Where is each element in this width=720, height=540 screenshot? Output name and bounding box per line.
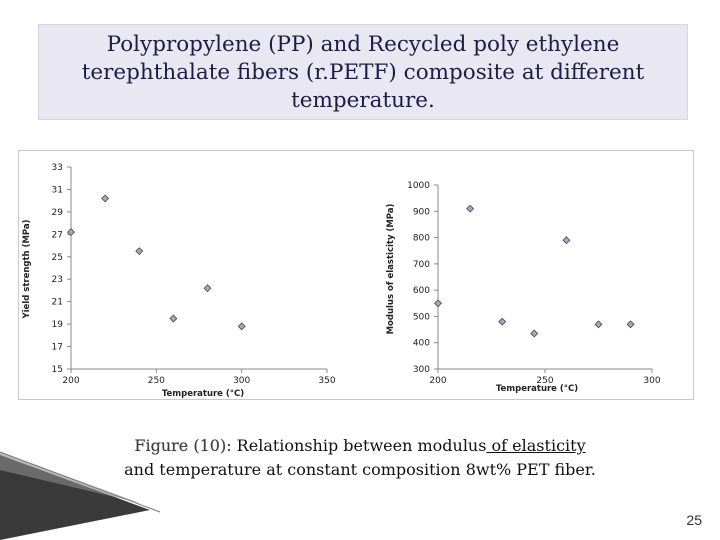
yield-data-point [101,194,110,203]
yield-xtick-label: 350 [318,376,335,386]
yield-ytick-label: 15 [52,365,63,375]
charts-svg: Yield strength (MPa) Temperature (°C) 33… [22,163,661,399]
yield-ytick-label: 25 [52,253,63,263]
yield-data-point [135,247,144,256]
modulus-ytick-label: 1000 [407,181,430,191]
yield-xtick-label: 200 [62,376,79,386]
modulus-xtick-label: 300 [643,376,660,386]
yield-ytick-label: 19 [52,320,64,330]
modulus-xtick-label: 250 [536,376,553,386]
yield-xtick-label: 250 [148,376,165,386]
modulus-data-point [626,320,635,329]
modulus-y-axis-label: Modulus of elasticity (MPa) [386,203,396,334]
yield-data-point [67,228,75,237]
modulus-ytick-label: 400 [413,339,430,349]
yield-data-point [169,314,178,323]
caption-figure-number: Figure (10): [134,436,232,455]
modulus-x-axis-label: Temperature (°C) [496,384,578,394]
yield-xtick-label: 300 [233,376,250,386]
yield-ytick-label: 31 [52,185,63,195]
modulus-ytick-label: 700 [413,260,430,270]
caption-text-part1: Relationship between modulus [231,436,487,455]
yield-ytick-label: 29 [52,208,64,218]
caption-text-part2: and temperature at constant composition … [124,460,596,479]
yield-x-axis-label: Temperature (°C) [162,389,244,399]
yield-ytick-label: 33 [52,163,63,173]
yield-y-axis-label: Yield strength (MPa) [22,219,32,319]
caption-text-underlined: of elasticity [486,436,586,455]
yield-ytick-label: 23 [52,275,63,285]
slide-title: Polypropylene (PP) and Recycled poly eth… [81,32,645,113]
yield-ytick-label: 27 [52,230,63,240]
title-banner: Polypropylene (PP) and Recycled poly eth… [38,24,688,120]
page-number: 25 [686,512,702,528]
yield-data-point [203,284,212,293]
figure-caption: Figure (10): Relationship between modulu… [60,434,660,482]
modulus-ytick-label: 800 [413,234,430,244]
modulus-ytick-label: 600 [413,286,430,296]
modulus-xtick-label: 200 [429,376,446,386]
modulus-data-point [594,320,603,329]
modulus-data-point [498,317,507,326]
yield-ytick-label: 21 [52,298,63,308]
modulus-data-point [562,236,571,245]
modulus-chart: Modulus of elasticity (MPa) Temperature … [386,181,661,394]
modulus-data-point [434,299,442,308]
yield-chart: Yield strength (MPa) Temperature (°C) 33… [22,163,336,399]
modulus-ytick-label: 500 [413,312,430,322]
modulus-ytick-label: 900 [413,207,430,217]
modulus-data-point [466,204,475,213]
chart-frame: Yield strength (MPa) Temperature (°C) 33… [18,150,694,400]
modulus-ytick-label: 300 [413,365,430,375]
modulus-data-point [530,329,539,338]
yield-ytick-label: 17 [52,343,63,353]
yield-data-point [237,322,246,331]
